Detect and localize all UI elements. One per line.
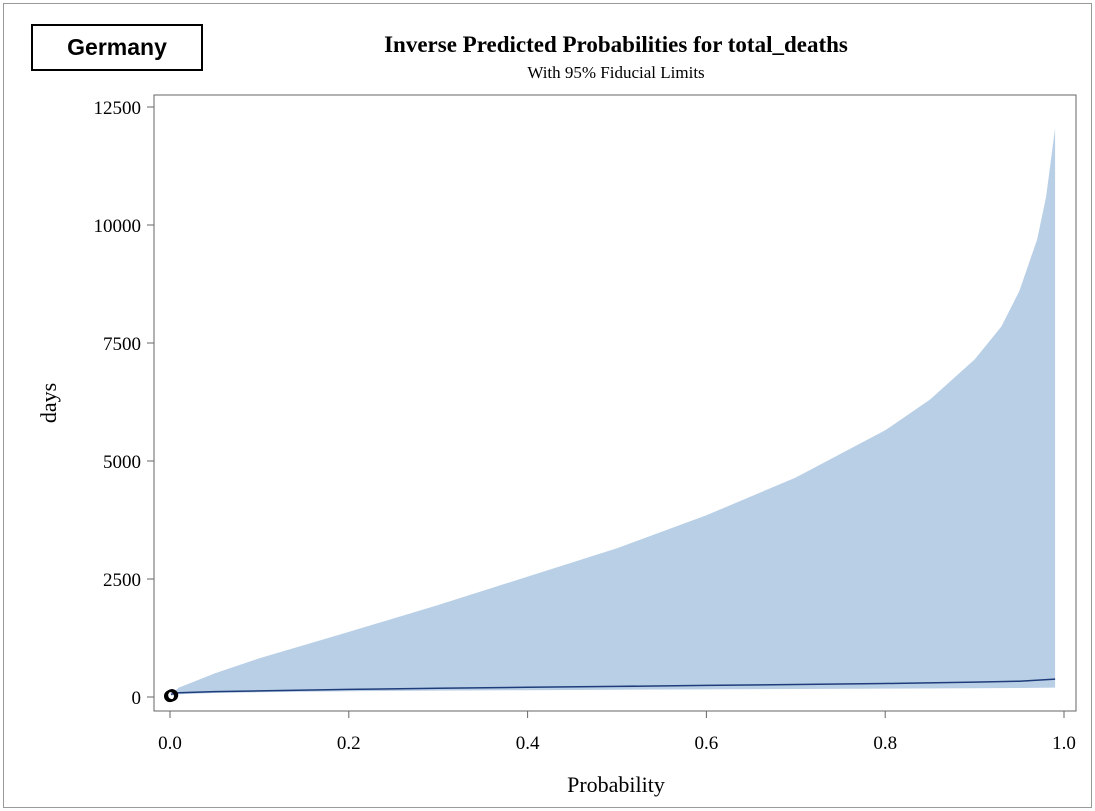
country-label: Germany xyxy=(67,34,167,60)
y-tick-label: 12500 xyxy=(94,98,142,119)
x-tick-label: 0.0 xyxy=(158,733,182,754)
x-tick-label: 0.2 xyxy=(337,733,361,754)
x-tick-label: 1.0 xyxy=(1052,733,1076,754)
chart-subtitle: With 95% Fiducial Limits xyxy=(527,63,704,82)
y-tick-label: 5000 xyxy=(103,452,141,473)
y-axis-label: days xyxy=(36,383,61,423)
y-tick-label: 2500 xyxy=(103,570,141,591)
country-label-box: Germany xyxy=(31,24,203,71)
x-tick-label: 0.4 xyxy=(516,733,540,754)
x-tick-label: 0.8 xyxy=(873,733,897,754)
observed-point xyxy=(166,689,179,702)
x-tick-label: 0.6 xyxy=(695,733,719,754)
y-tick-label: 7500 xyxy=(103,334,141,355)
y-axis-ticks: 0 2500 5000 7500 10000 12500 xyxy=(94,98,154,709)
plot-area xyxy=(153,94,1077,712)
y-tick-label: 10000 xyxy=(94,216,142,237)
fiducial-band xyxy=(170,128,1056,696)
chart-title: Inverse Predicted Probabilities for tota… xyxy=(384,32,848,57)
observed-points xyxy=(164,689,179,703)
x-axis-ticks: 0.0 0.2 0.4 0.6 0.8 1.0 xyxy=(158,711,1076,754)
x-axis-label: Probability xyxy=(567,772,665,797)
y-tick-label: 0 xyxy=(132,688,142,709)
predicted-line xyxy=(170,678,1056,695)
